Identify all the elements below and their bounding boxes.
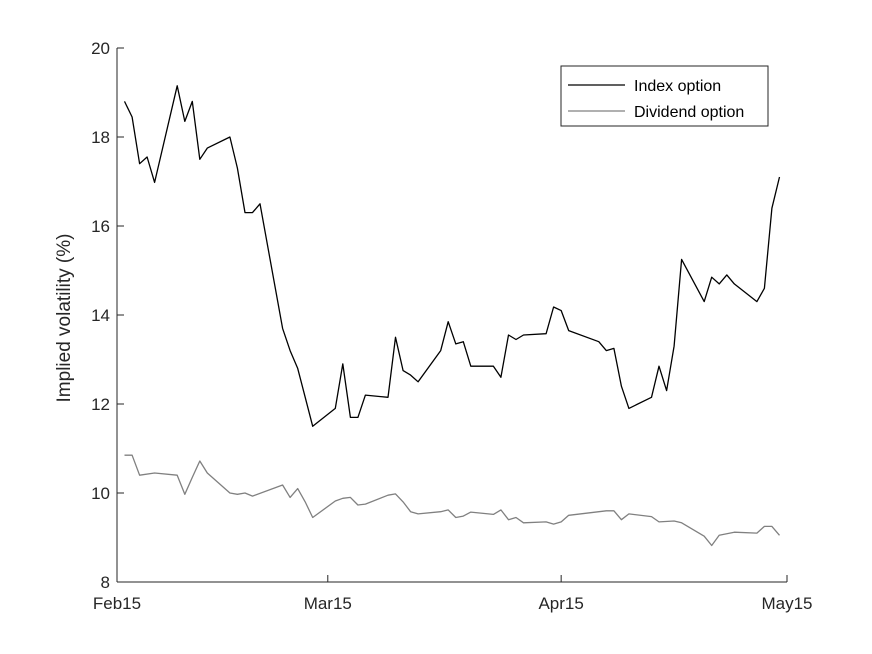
y-tick-label: 20 xyxy=(91,39,110,58)
y-tick-label: 16 xyxy=(91,217,110,236)
y-tick-label: 18 xyxy=(91,128,110,147)
legend-label-dividend-option: Dividend option xyxy=(634,104,744,121)
series-line-dividend-option xyxy=(124,454,780,547)
x-tick-label: May15 xyxy=(761,594,812,613)
legend: Index option Dividend option xyxy=(560,65,769,127)
series-layer xyxy=(123,85,781,547)
y-axis-label: Implied volatility (%) xyxy=(54,234,75,403)
x-tick-label: Apr15 xyxy=(538,594,583,613)
series-line-index-option xyxy=(123,85,781,427)
y-tick-label: 10 xyxy=(91,484,110,503)
axes-layer: 8 10 12 14 16 18 20 Feb15 Mar15 Apr15 May15 xyxy=(91,39,812,613)
legend-label-index-option: Index option xyxy=(634,78,721,95)
legend-box xyxy=(560,65,769,127)
y-tick-label: 8 xyxy=(101,573,110,592)
x-tick-label: Feb15 xyxy=(93,594,141,613)
x-tick-label: Mar15 xyxy=(304,594,352,613)
y-tick-label: 12 xyxy=(91,395,110,414)
y-tick-label: 14 xyxy=(91,306,110,325)
